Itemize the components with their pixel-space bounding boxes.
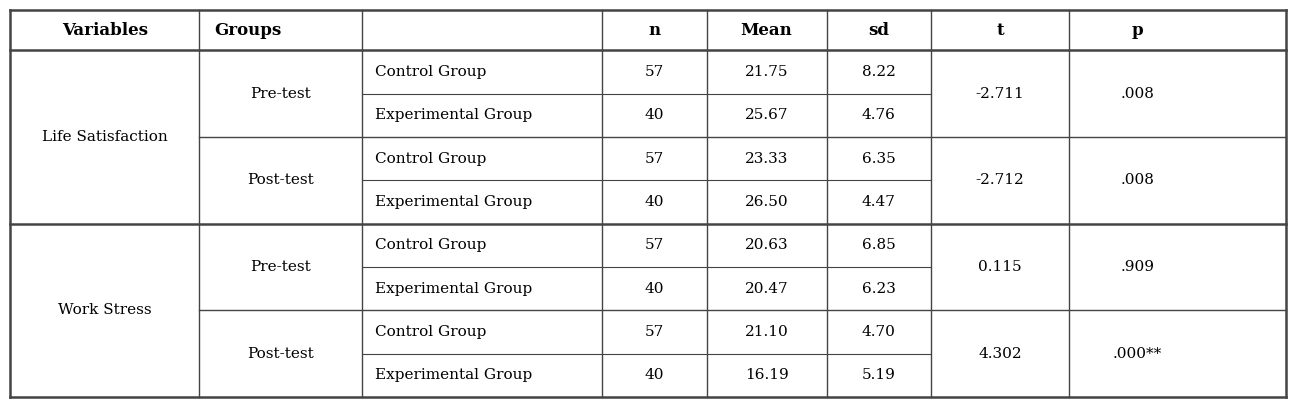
Text: 21.10: 21.10 [745, 325, 788, 339]
Text: Experimental Group: Experimental Group [376, 282, 533, 295]
Text: -2.712: -2.712 [976, 173, 1024, 187]
Text: 4.47: 4.47 [862, 195, 896, 209]
Text: 5.19: 5.19 [862, 368, 896, 382]
Text: Post-test: Post-test [248, 346, 314, 361]
Text: 57: 57 [644, 65, 664, 79]
Text: Pre-test: Pre-test [250, 260, 311, 274]
Text: Experimental Group: Experimental Group [376, 368, 533, 382]
Text: Work Stress: Work Stress [58, 303, 152, 317]
Text: Variables: Variables [62, 22, 148, 39]
Text: 57: 57 [644, 325, 664, 339]
Text: 40: 40 [644, 195, 664, 209]
Text: Experimental Group: Experimental Group [376, 108, 533, 123]
Text: 6.35: 6.35 [862, 152, 896, 166]
Text: t: t [997, 22, 1004, 39]
Text: p: p [1131, 22, 1143, 39]
Text: .909: .909 [1121, 260, 1155, 274]
Text: 23.33: 23.33 [745, 152, 788, 166]
Text: 57: 57 [644, 238, 664, 252]
Text: 57: 57 [644, 152, 664, 166]
Text: Groups: Groups [215, 22, 283, 39]
Text: .008: .008 [1121, 173, 1155, 187]
Text: 4.70: 4.70 [862, 325, 896, 339]
Text: Mean: Mean [741, 22, 792, 39]
Text: Control Group: Control Group [376, 65, 487, 79]
Text: 8.22: 8.22 [862, 65, 896, 79]
Text: 20.63: 20.63 [745, 238, 788, 252]
Text: 26.50: 26.50 [745, 195, 788, 209]
Text: -2.711: -2.711 [976, 87, 1024, 101]
Text: 40: 40 [644, 108, 664, 123]
Text: Life Satisfaction: Life Satisfaction [41, 130, 167, 144]
Text: Experimental Group: Experimental Group [376, 195, 533, 209]
Text: 4.302: 4.302 [978, 346, 1021, 361]
Text: Control Group: Control Group [376, 238, 487, 252]
Text: 40: 40 [644, 368, 664, 382]
Text: 6.85: 6.85 [862, 238, 896, 252]
Text: sd: sd [868, 22, 889, 39]
Text: 16.19: 16.19 [745, 368, 788, 382]
Text: Control Group: Control Group [376, 152, 487, 166]
Text: .008: .008 [1121, 87, 1155, 101]
Text: 6.23: 6.23 [862, 282, 896, 295]
Text: .000**: .000** [1113, 346, 1163, 361]
Text: Post-test: Post-test [248, 173, 314, 187]
Text: Control Group: Control Group [376, 325, 487, 339]
Text: 25.67: 25.67 [745, 108, 788, 123]
Text: Pre-test: Pre-test [250, 87, 311, 101]
Text: 4.76: 4.76 [862, 108, 896, 123]
Text: 21.75: 21.75 [745, 65, 788, 79]
Text: n: n [648, 22, 661, 39]
Text: 40: 40 [644, 282, 664, 295]
Text: 0.115: 0.115 [978, 260, 1021, 274]
Text: 20.47: 20.47 [745, 282, 788, 295]
